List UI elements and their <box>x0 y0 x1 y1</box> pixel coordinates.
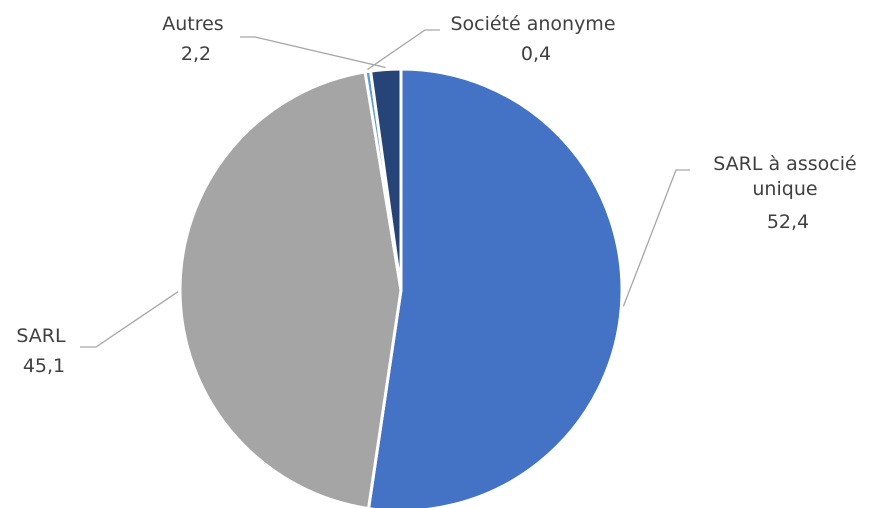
label-societe-anonyme: Société anonyme 0,4 <box>450 13 621 65</box>
leader-line-3 <box>367 29 440 71</box>
pie-slice-4 <box>368 67 403 291</box>
pie-slices <box>178 67 624 508</box>
pie-slice-1 <box>367 67 624 508</box>
leader-line-4 <box>240 36 386 69</box>
label-autres: Autres 2,2 <box>162 13 230 65</box>
pie-slice-2 <box>178 70 403 508</box>
leader-lines <box>80 29 690 348</box>
label-sarl: SARL 45,1 <box>16 325 71 377</box>
leader-line-1 <box>622 169 690 307</box>
leader-line-2 <box>80 291 179 348</box>
label-sarl-associe-unique: SARL à associé unique 52,4 <box>713 153 862 233</box>
